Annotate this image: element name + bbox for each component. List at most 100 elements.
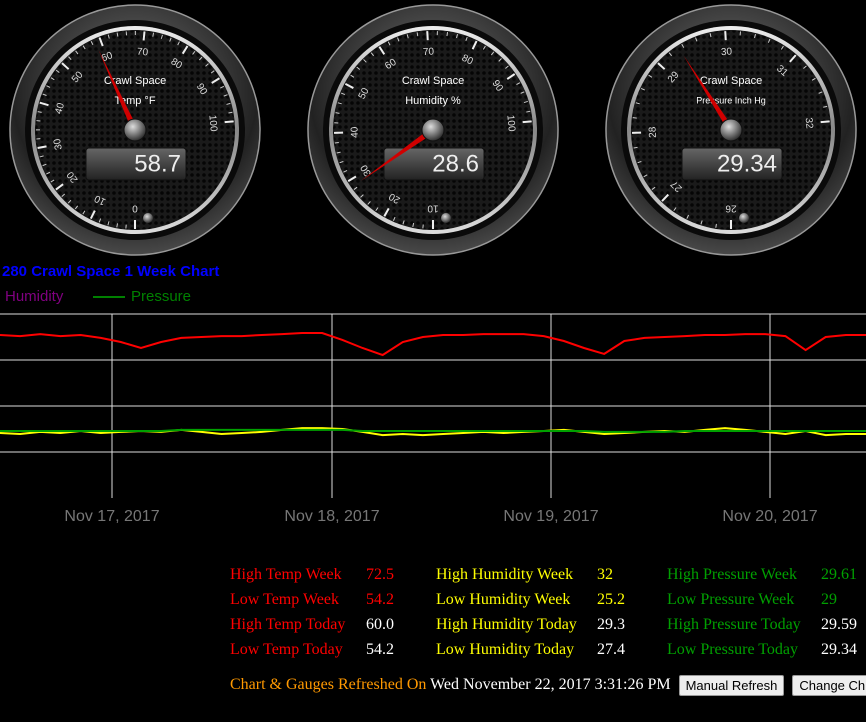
minor-tick xyxy=(46,85,51,88)
minor-tick xyxy=(169,37,172,42)
minor-tick xyxy=(350,74,355,78)
x-tick-label: Nov 17, 2017 xyxy=(64,508,159,525)
major-tick xyxy=(211,77,220,84)
minor-tick xyxy=(700,220,703,225)
minor-tick xyxy=(337,102,342,105)
series-line xyxy=(0,332,866,357)
major-tick xyxy=(661,193,670,202)
major-tick xyxy=(471,40,478,50)
minor-tick xyxy=(228,111,233,114)
minor-tick xyxy=(416,32,419,37)
tick-label: 20 xyxy=(387,190,402,205)
minor-tick xyxy=(360,194,364,198)
minor-tick xyxy=(75,50,79,55)
minor-tick xyxy=(37,111,42,113)
minor-tick xyxy=(335,112,340,114)
gauge-knob xyxy=(719,118,743,142)
minor-tick xyxy=(370,52,375,57)
gauge-unit: Pressure Inch Hg xyxy=(696,95,766,105)
gauge-knob xyxy=(421,118,445,142)
minor-tick xyxy=(412,222,415,228)
manual-refresh-button[interactable]: Manual Refresh xyxy=(678,675,785,696)
tick-label: 30 xyxy=(359,162,374,178)
major-tick xyxy=(98,37,104,47)
minor-tick xyxy=(715,223,717,228)
gauge-screw xyxy=(441,213,451,223)
minor-tick xyxy=(98,218,102,223)
minor-tick xyxy=(74,205,79,210)
gauge-title: Crawl Space xyxy=(402,75,464,87)
minor-tick xyxy=(61,193,66,197)
tick-label: 100 xyxy=(504,114,516,132)
tick-label: 90 xyxy=(194,82,209,98)
tick-label: 50 xyxy=(357,86,372,101)
gauge-title: Crawl Space xyxy=(700,75,762,87)
legend-label: Humidity xyxy=(5,288,64,305)
tick-label: 70 xyxy=(136,46,149,58)
gauge-value: 29.34 xyxy=(717,150,777,177)
stat-label: Low Pressure Week xyxy=(667,591,795,608)
major-tick xyxy=(181,45,189,55)
stat-value: 54.2 xyxy=(366,591,394,608)
minor-tick xyxy=(46,171,51,175)
gauge-unit: Humidity % xyxy=(405,95,461,107)
minor-tick xyxy=(648,74,653,78)
gauge-screw xyxy=(739,213,749,223)
minor-tick xyxy=(367,201,371,205)
refresh-row: Chart & Gauges Refreshed On Wed November… xyxy=(230,675,866,696)
gauge-needle xyxy=(683,55,734,132)
minor-tick xyxy=(823,105,828,108)
gauge-value: 28.6 xyxy=(432,150,479,177)
minor-tick xyxy=(526,110,531,113)
series-line xyxy=(0,428,866,433)
minor-tick xyxy=(402,220,405,225)
minor-tick xyxy=(198,56,203,61)
minor-tick xyxy=(68,56,72,60)
refresh-time: Wed November 22, 2017 3:31:26 PM xyxy=(430,676,671,694)
minor-tick xyxy=(523,100,528,104)
tick-label: 80 xyxy=(460,53,475,68)
major-tick xyxy=(522,120,532,124)
minor-tick xyxy=(482,45,486,50)
major-tick xyxy=(39,101,49,107)
refresh-label: Chart & Gauges Refreshed On xyxy=(230,676,427,694)
minor-tick xyxy=(226,102,231,105)
minor-tick xyxy=(686,214,690,219)
stat-value: 27.4 xyxy=(597,641,625,658)
minor-tick xyxy=(392,216,396,221)
minor-tick xyxy=(505,65,509,69)
minor-tick xyxy=(220,85,225,89)
minor-tick xyxy=(363,59,367,63)
chart-title: 280 Crawl Space 1 Week Chart xyxy=(2,263,219,280)
major-tick xyxy=(506,73,516,80)
stat-value: 54.2 xyxy=(366,641,394,658)
stat-label: High Pressure Week xyxy=(667,566,797,583)
minor-tick xyxy=(516,82,521,86)
minor-tick xyxy=(643,174,648,178)
major-tick xyxy=(347,175,357,183)
minor-tick xyxy=(42,163,47,167)
minor-tick xyxy=(82,45,86,50)
x-tick-label: Nov 19, 2017 xyxy=(503,508,598,525)
stat-value: 32 xyxy=(597,566,613,583)
stat-value: 25.2 xyxy=(597,591,625,608)
dashboard: 280 Crawl Space 1 Week Chart 0 10 20 30 40 50… xyxy=(0,4,866,525)
stat-label: High Pressure Today xyxy=(667,616,801,633)
minor-tick xyxy=(640,87,645,91)
stat-label: High Humidity Today xyxy=(436,616,577,633)
change-chart-button[interactable]: Change Ch xyxy=(792,675,866,696)
tick-label: 28 xyxy=(648,126,659,138)
stat-value: 60.0 xyxy=(366,616,394,633)
major-tick xyxy=(789,54,797,63)
major-tick xyxy=(89,210,96,220)
stat-label: Low Humidity Today xyxy=(436,641,575,658)
minor-tick xyxy=(446,31,449,37)
minor-tick xyxy=(55,69,60,73)
minor-tick xyxy=(116,223,119,228)
minor-tick xyxy=(210,70,215,74)
minor-tick xyxy=(668,52,673,57)
minor-tick xyxy=(336,151,341,154)
